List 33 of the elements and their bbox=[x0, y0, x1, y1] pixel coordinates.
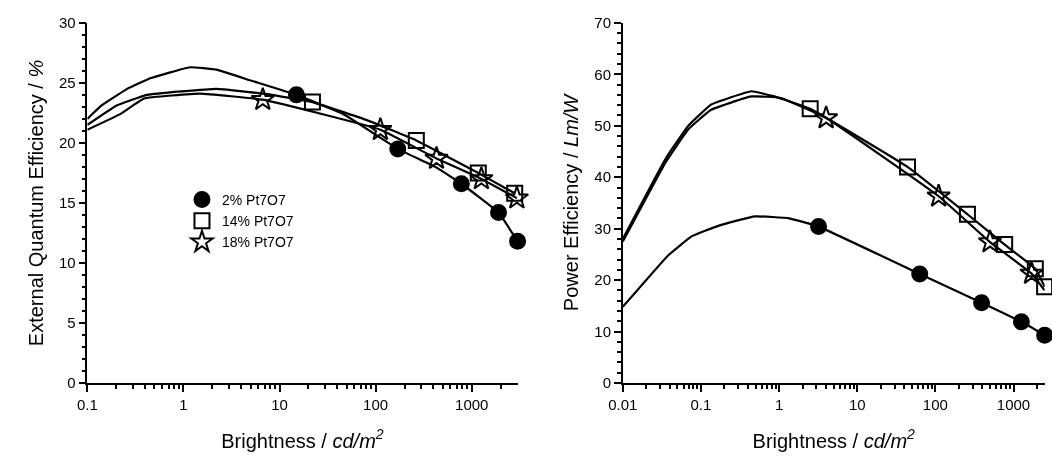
y-tick-label: 25 bbox=[58, 74, 76, 92]
y-tick-label: 70 bbox=[594, 14, 612, 32]
y-tick-label: 50 bbox=[594, 117, 612, 134]
legend-label: 2% Pt7O7 bbox=[221, 192, 286, 209]
y-tick-label: 20 bbox=[58, 134, 76, 152]
y-tick-label: 40 bbox=[594, 168, 612, 186]
x-tick-label: 0.1 bbox=[76, 395, 98, 413]
y-axis-title: External Quantum Efficiency / % bbox=[24, 59, 47, 347]
y-tick-label: 15 bbox=[58, 194, 76, 212]
x-tick-label: 10 bbox=[271, 395, 288, 413]
y-tick-label: 0 bbox=[67, 374, 76, 392]
x-tick-label: 0.1 bbox=[690, 395, 712, 413]
y-axis-title: Power Efficiency / Lm/W bbox=[560, 92, 583, 312]
y-tick-label: 10 bbox=[58, 254, 76, 272]
x-tick-label: 0.01 bbox=[608, 395, 638, 413]
x-tick-label: 100 bbox=[922, 395, 948, 413]
y-tick-label: 10 bbox=[594, 322, 612, 340]
x-tick-label: 1 bbox=[774, 395, 784, 413]
y-tick-label: 20 bbox=[594, 271, 612, 289]
legend-label: 14% Pt7O7 bbox=[221, 213, 294, 230]
y-tick-label: 5 bbox=[67, 314, 76, 332]
x-tick-label: 1000 bbox=[455, 395, 489, 413]
x-axis-title: Brightness / cd/m$^{2}$ bbox=[221, 426, 384, 452]
x-tick-label: 100 bbox=[363, 395, 389, 413]
y-tick-label: 30 bbox=[58, 14, 76, 32]
y-tick-label: 30 bbox=[594, 219, 612, 237]
y-tick-label: 60 bbox=[594, 65, 612, 83]
x-tick-label: 1 bbox=[179, 395, 188, 413]
y-tick-label: 0 bbox=[602, 374, 612, 392]
legend-label: 18% Pt7O7 bbox=[221, 234, 294, 251]
x-tick-label: 1000 bbox=[996, 395, 1031, 413]
x-tick-label: 10 bbox=[848, 395, 866, 413]
x-axis-title: Brightness / cd/m$^{2}$ bbox=[752, 426, 916, 452]
